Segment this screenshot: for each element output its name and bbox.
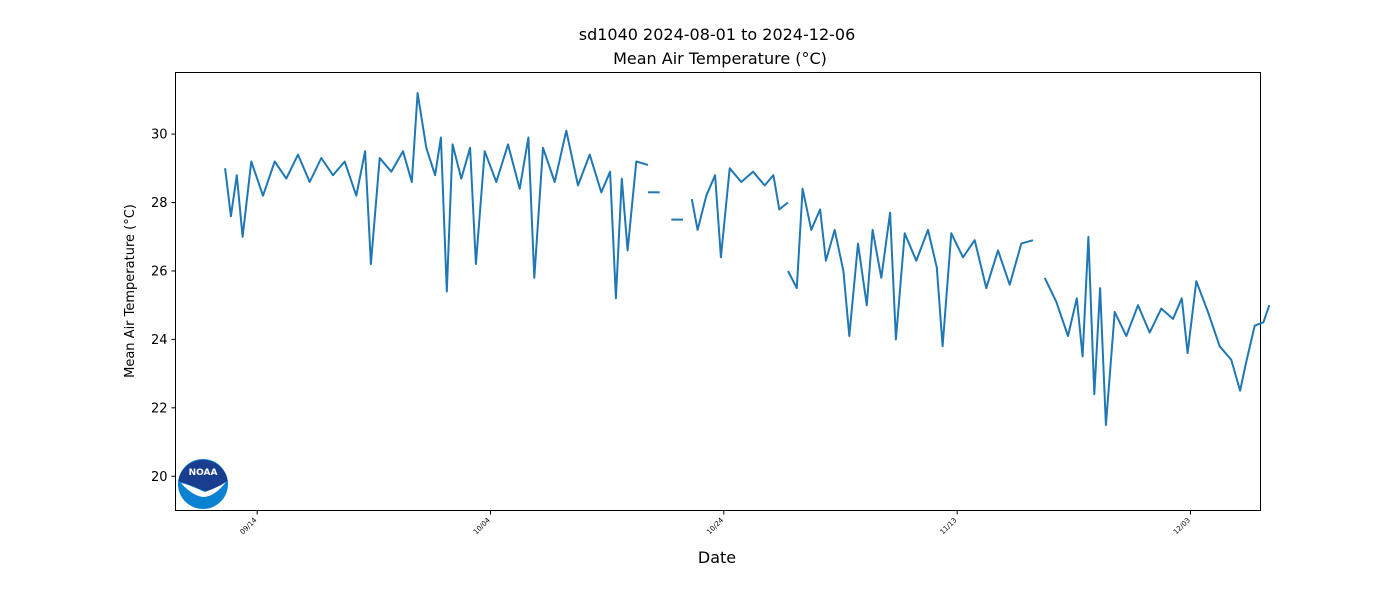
x-tick-label: 09/14	[239, 516, 259, 536]
logo-lettering: NOAA	[189, 468, 218, 478]
y-tick-label: 20	[151, 470, 168, 485]
chart-subtitle: Mean Air Temperature (°C)	[613, 49, 827, 68]
x-axis-ticks: 09/14 10/04 10/24 11/13 12/03	[239, 510, 1192, 536]
x-axis-label: Date	[698, 548, 736, 567]
series-line-segment	[787, 187, 1034, 348]
x-tick-label: 10/04	[472, 516, 492, 536]
x-tick-label: 11/13	[939, 516, 959, 536]
y-tick-label: 24	[151, 333, 168, 348]
plot-frame	[175, 72, 1261, 511]
y-tick-label: 28	[151, 196, 168, 211]
y-tick-label: 26	[151, 264, 168, 279]
series-layer	[224, 92, 1271, 426]
x-tick-label: 10/24	[705, 516, 725, 536]
plot-area	[175, 72, 1271, 511]
y-tick-label: 30	[151, 128, 168, 143]
y-axis-ticks: 20 22 24 26 28 30	[151, 128, 176, 485]
noaa-logo: NOAA	[178, 459, 228, 509]
series-line-segment	[690, 167, 789, 259]
x-tick-label: 12/03	[1172, 516, 1192, 536]
y-axis-label: Mean Air Temperature (°C)	[123, 204, 138, 378]
series-line-segment	[224, 92, 649, 300]
y-tick-label: 22	[151, 401, 168, 416]
series-line-segment	[1043, 235, 1271, 426]
chart-title: sd1040 2024-08-01 to 2024-12-06	[579, 25, 856, 44]
